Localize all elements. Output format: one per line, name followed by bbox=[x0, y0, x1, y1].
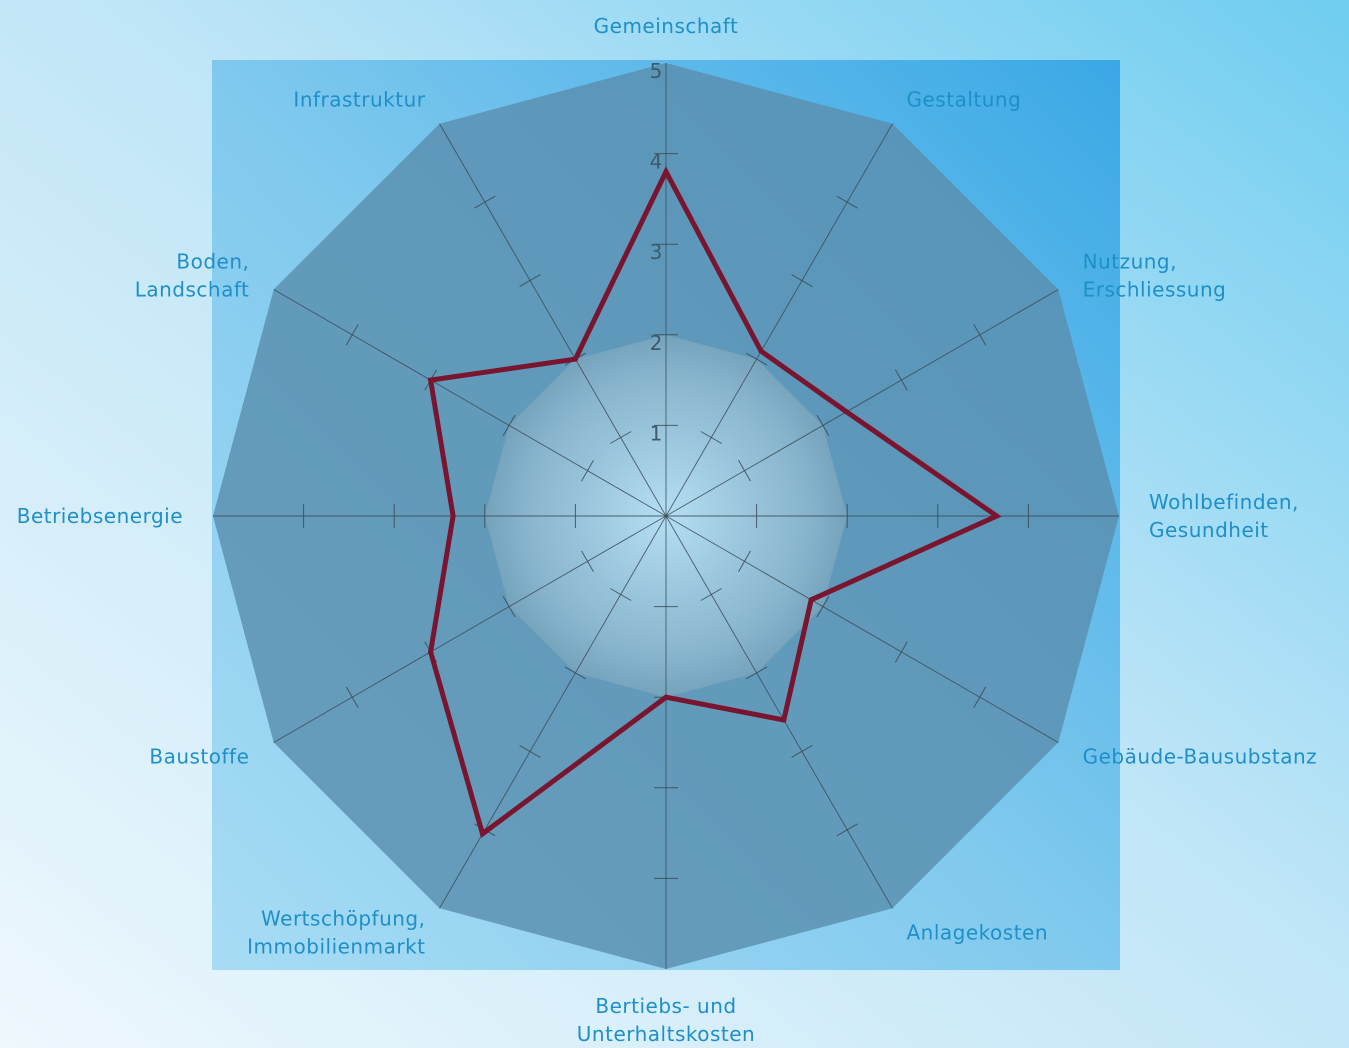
axis-label: Bertiebs- und Unterhaltskosten bbox=[577, 994, 755, 1046]
axis-label: Gemeinschaft bbox=[594, 14, 739, 38]
tick-mark bbox=[519, 274, 541, 288]
data-point bbox=[428, 649, 434, 655]
tick-mark bbox=[894, 641, 908, 663]
axis-label-line: Infrastruktur bbox=[293, 87, 425, 111]
tick-mark bbox=[581, 550, 594, 572]
tick-mark bbox=[816, 414, 830, 437]
axis-line bbox=[665, 289, 1059, 517]
axis-label-line: Unterhaltskosten bbox=[577, 1022, 755, 1046]
data-point bbox=[663, 694, 669, 700]
axis-label-line: Wohlbefinden, bbox=[1149, 490, 1299, 514]
axis-label-line: Gestaltung bbox=[907, 87, 1022, 111]
axis-line bbox=[665, 123, 893, 517]
tick-label: 2 bbox=[650, 331, 663, 355]
data-point bbox=[808, 597, 814, 603]
data-point bbox=[844, 409, 849, 415]
tick-mark bbox=[836, 195, 858, 209]
tick-mark bbox=[502, 414, 516, 437]
data-point bbox=[428, 377, 434, 383]
tick-mark bbox=[816, 595, 830, 618]
axis-line bbox=[273, 289, 667, 517]
axis-label-line: Gebäude-Bausubstanz bbox=[1083, 745, 1318, 769]
data-point bbox=[758, 348, 764, 354]
axis-label: Baustoffe bbox=[149, 745, 249, 769]
data-point bbox=[994, 513, 1000, 519]
data-point bbox=[450, 513, 456, 519]
tick-mark bbox=[973, 686, 987, 708]
data-point bbox=[781, 717, 787, 723]
tick-mark bbox=[610, 588, 632, 601]
tick-mark bbox=[791, 274, 813, 288]
tick-mark bbox=[345, 324, 359, 346]
axis-label: Nutzung, Erschliessung bbox=[1083, 250, 1227, 302]
tick-mark bbox=[345, 686, 359, 708]
axis-label: Wohlbefinden, Gesundheit bbox=[1149, 490, 1299, 542]
tick-mark bbox=[745, 666, 768, 680]
axis-line bbox=[665, 515, 1059, 743]
axis-label-line: Immobilienmarkt bbox=[247, 935, 425, 959]
axis-label-line: Erschliessung bbox=[1083, 278, 1227, 302]
tick-mark bbox=[738, 550, 751, 572]
tick-label: 5 bbox=[650, 59, 663, 83]
tick-mark bbox=[564, 666, 587, 680]
tick-mark bbox=[745, 352, 768, 366]
axis-label-line: Landschaft bbox=[135, 278, 250, 302]
tick-mark bbox=[738, 460, 751, 482]
axis-label: Gestaltung bbox=[907, 87, 1022, 111]
tick-mark bbox=[581, 460, 594, 482]
tick-mark bbox=[700, 431, 722, 444]
tick-label: 4 bbox=[650, 150, 663, 174]
axis-line bbox=[665, 515, 893, 909]
data-point bbox=[663, 169, 669, 175]
axis-label-line: Boden, bbox=[176, 250, 249, 274]
tick-mark bbox=[791, 744, 813, 758]
tick-mark bbox=[700, 588, 722, 601]
axis-line bbox=[439, 515, 667, 909]
axis-label: Wertschöpfung, Immobilienmarkt bbox=[247, 907, 425, 959]
axis-label: Betriebsenergie bbox=[17, 504, 183, 528]
axis-label-line: Nutzung, bbox=[1083, 250, 1177, 274]
axis-label: Gebäude-Bausubstanz bbox=[1083, 745, 1318, 769]
axis-label-line: Anlagekosten bbox=[907, 921, 1049, 945]
tick-label: 1 bbox=[650, 421, 663, 445]
tick-mark bbox=[894, 369, 908, 391]
tick-label: 3 bbox=[650, 240, 663, 264]
axis-label-line: Gesundheit bbox=[1149, 518, 1269, 542]
data-point bbox=[572, 356, 578, 362]
axis-label-line: Gemeinschaft bbox=[594, 14, 739, 38]
tick-mark bbox=[474, 195, 496, 209]
axis-label-line: Wertschöpfung, bbox=[261, 907, 425, 931]
tick-mark bbox=[519, 744, 541, 758]
axis-line bbox=[273, 515, 667, 743]
axis-label-line: Betriebsenergie bbox=[17, 504, 183, 528]
axis-label-line: Bertiebs- und bbox=[595, 994, 736, 1018]
tick-mark bbox=[502, 595, 516, 618]
axis-line bbox=[439, 123, 667, 517]
axis-label: Anlagekosten bbox=[907, 921, 1049, 945]
tick-mark bbox=[836, 823, 858, 837]
data-point bbox=[480, 831, 485, 837]
tick-mark bbox=[973, 324, 987, 346]
axis-label-line: Baustoffe bbox=[149, 745, 249, 769]
tick-mark bbox=[610, 431, 632, 444]
axis-label: Boden, Landschaft bbox=[135, 250, 250, 302]
axis-label: Infrastruktur bbox=[293, 87, 425, 111]
